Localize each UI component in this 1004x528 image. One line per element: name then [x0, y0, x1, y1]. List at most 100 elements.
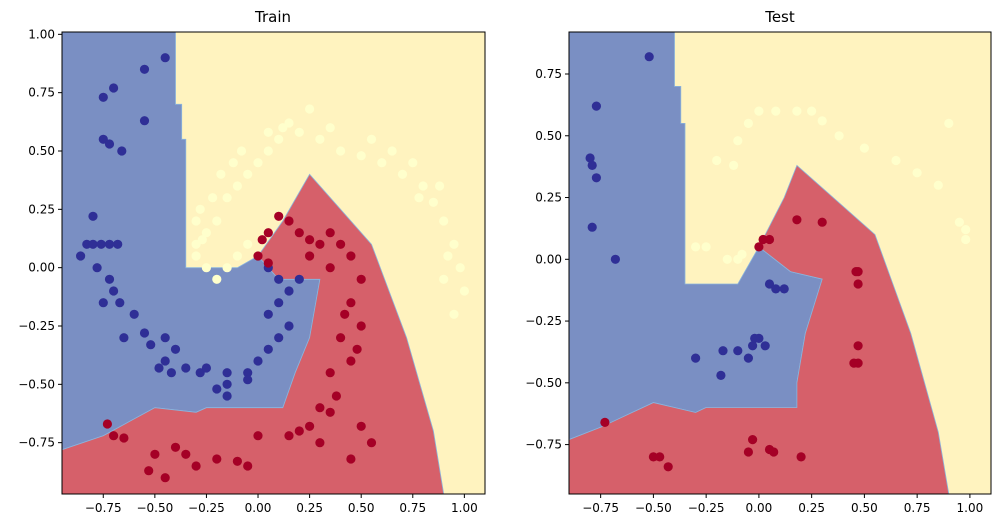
train-class2-point: [201, 263, 211, 273]
test-class0-point: [591, 101, 602, 111]
train-class0-point: [243, 368, 253, 378]
train-class2-point: [212, 216, 222, 226]
test-class2-point: [807, 106, 817, 116]
train-class0-point: [92, 263, 102, 273]
train-class2-point: [191, 216, 201, 226]
train-y-tick-label: 0.75: [28, 86, 55, 100]
train-class2-point: [263, 146, 273, 156]
train-class2-point: [435, 181, 445, 191]
train-class2-point: [336, 146, 346, 156]
train-class2-point: [408, 158, 418, 168]
test-region-red: [569, 164, 950, 494]
train-class0-point: [160, 356, 170, 366]
train-class1-point: [191, 461, 201, 471]
train-class1-point: [346, 298, 356, 308]
test-class1-point: [796, 452, 806, 462]
train-class1-point: [315, 438, 325, 448]
train-class2-point: [315, 134, 325, 144]
test-x-tick-label: −0.25: [688, 501, 725, 515]
test-class2-point: [733, 136, 743, 146]
test-class2-point: [961, 225, 971, 235]
test-class2-point: [944, 118, 954, 128]
train-class0-point: [104, 139, 115, 149]
train-class0-point: [243, 375, 253, 385]
train-class1-point: [305, 421, 315, 431]
train-class2-point: [449, 239, 459, 249]
train-class2-point: [459, 286, 469, 296]
test-class2-point: [743, 118, 754, 128]
test-y-tick-label: 0.75: [535, 67, 562, 81]
train-class1-point: [144, 466, 154, 476]
train-class0-point: [88, 211, 98, 221]
train-class2-point: [208, 193, 218, 203]
test-class2-point: [834, 131, 844, 141]
train-class0-point: [170, 344, 181, 354]
train-y-tick-label: 0.50: [28, 144, 55, 158]
test-class2-point: [954, 217, 965, 227]
train-class0-point: [96, 239, 106, 249]
train-class1-point: [356, 321, 366, 331]
train-class2-point: [418, 181, 428, 191]
train-x-tick-label: −0.25: [188, 501, 225, 515]
train-y-tick-label: 1.00: [28, 27, 55, 41]
train-class1-point: [325, 407, 335, 417]
train-class0-point: [222, 391, 232, 401]
test-class0-point: [743, 353, 754, 363]
test-class0-point: [764, 279, 775, 289]
test-class1-point: [655, 452, 665, 462]
test-x-tick-label: 0.00: [746, 501, 773, 515]
train-class2-point: [278, 123, 288, 133]
test-class1-point: [754, 242, 764, 252]
train-class1-point: [356, 274, 366, 284]
test-class0-point: [748, 341, 758, 351]
test-class2-point: [933, 180, 943, 190]
train-axes-frame: [61, 31, 486, 495]
train-class0-point: [98, 298, 108, 308]
train-class1-point: [325, 263, 335, 273]
train-class1-point: [325, 228, 335, 238]
train-class0-point: [88, 239, 98, 249]
train-y-tick-label: 0.00: [28, 261, 55, 275]
train-class0-point: [104, 274, 115, 284]
test-y-tick-label: 0.50: [535, 129, 562, 143]
train-class2-point: [201, 228, 211, 238]
train-class2-point: [253, 158, 263, 168]
train-class0-point: [146, 340, 156, 350]
test-class1-point: [764, 234, 775, 245]
train-class1-point: [284, 431, 294, 441]
train-x-tick-label: 0.50: [348, 501, 375, 515]
test-class2-point: [691, 242, 701, 252]
train-class0-point: [76, 251, 86, 261]
train-class2-point: [232, 251, 242, 261]
test-x-tick-label: −0.50: [635, 501, 672, 515]
test-class0-point: [587, 160, 597, 170]
test-class2-point: [912, 168, 922, 178]
train-class2-point: [191, 251, 201, 261]
test-y-tick-label: −0.50: [525, 376, 562, 390]
train-class2-point: [325, 123, 335, 133]
test-class0-point: [585, 153, 595, 163]
train-class0-point: [139, 64, 150, 74]
test-plot-area: [569, 32, 991, 494]
train-class1-point: [340, 309, 350, 319]
train-class0-point: [274, 274, 284, 284]
train-class2-point: [428, 197, 438, 207]
train-class2-point: [414, 193, 424, 203]
test-class1-point: [648, 452, 659, 462]
train-class1-point: [346, 251, 356, 261]
test-class1-point: [792, 215, 802, 225]
train-class2-point: [356, 151, 366, 161]
test-class2-point: [817, 116, 827, 126]
train-class0-point: [109, 286, 119, 296]
train-class0-point: [109, 83, 119, 93]
train-class0-point: [284, 321, 294, 331]
test-y-tick-label: −0.25: [525, 314, 562, 328]
train-class1-point: [253, 251, 263, 261]
test-class1-point: [748, 435, 758, 445]
train-class1-point: [315, 403, 325, 413]
train-plot-area: [62, 32, 485, 494]
test-class1-point: [853, 341, 863, 351]
train-class2-point: [439, 216, 449, 226]
train-class1-point: [325, 368, 335, 378]
train-x-tick-label: −0.50: [136, 501, 173, 515]
